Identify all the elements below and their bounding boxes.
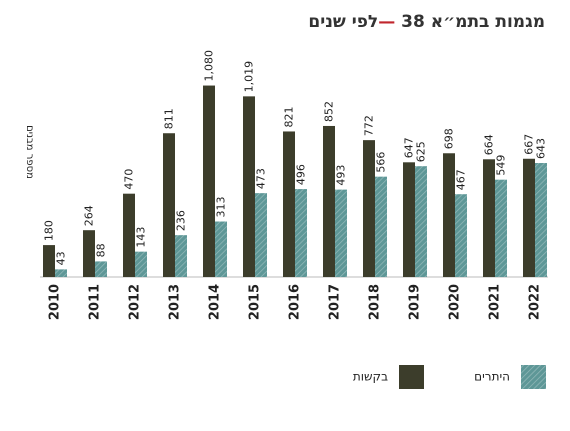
bar	[283, 131, 295, 277]
value-label: 43	[55, 251, 68, 265]
bar	[55, 269, 67, 277]
bar	[335, 189, 347, 277]
x-tick-label: 2015	[248, 284, 263, 320]
bar	[215, 221, 227, 277]
value-label: 467	[455, 169, 468, 190]
x-tick-label: 2022	[528, 284, 543, 320]
value-label: 88	[95, 243, 108, 257]
bar	[415, 166, 427, 277]
bar	[443, 153, 455, 277]
x-tick-label: 2019	[408, 284, 423, 320]
bar	[203, 85, 215, 277]
x-tick-label: 2014	[208, 284, 223, 320]
bar	[455, 194, 467, 277]
legend-label: היתרים	[474, 370, 510, 384]
x-tick-label: 2010	[48, 284, 63, 320]
x-tick-label: 2011	[88, 284, 103, 320]
x-tick-label: 2018	[368, 284, 383, 320]
value-label: 493	[335, 165, 348, 186]
bar	[123, 193, 135, 277]
value-label: 647	[403, 137, 416, 158]
bar	[535, 163, 547, 277]
title-dash: —	[378, 12, 396, 32]
value-label: 625	[415, 141, 428, 162]
legend-swatch	[521, 365, 546, 389]
value-label: 664	[483, 134, 496, 155]
title-part: מגמות בתמ״א 38	[395, 12, 545, 32]
value-label: 566	[375, 152, 388, 173]
value-label: 643	[535, 138, 548, 159]
bar	[295, 189, 307, 277]
bar	[495, 179, 507, 277]
value-label: 264	[83, 205, 96, 226]
legend-swatch	[399, 365, 424, 389]
value-label: 236	[175, 210, 188, 231]
bar	[135, 251, 147, 277]
value-label: 473	[255, 168, 268, 189]
value-label: 496	[295, 164, 308, 185]
x-tick-label: 2013	[168, 284, 183, 320]
bar	[323, 125, 335, 277]
bar	[83, 230, 95, 277]
value-label: 821	[283, 106, 296, 127]
value-label: 143	[135, 227, 148, 248]
value-label: 313	[215, 197, 228, 218]
x-tick-label: 2017	[328, 284, 343, 320]
title-part: לפי שנים	[308, 12, 379, 32]
x-tick-label: 2020	[448, 284, 463, 320]
bar	[375, 176, 387, 277]
value-label: 852	[323, 101, 336, 122]
value-label: 180	[43, 220, 56, 241]
bar	[163, 133, 175, 277]
x-tick-label: 2021	[488, 284, 503, 320]
value-label: 549	[495, 155, 508, 176]
bar	[523, 158, 535, 277]
x-tick-label: 2012	[128, 284, 143, 320]
bar	[363, 140, 375, 277]
bar	[95, 261, 107, 277]
bar	[175, 235, 187, 277]
chart-title: מגמות בתמ״א 38 —לפי שנים	[308, 12, 545, 32]
value-label: 772	[363, 115, 376, 136]
value-label: 470	[123, 169, 136, 190]
value-label: 811	[163, 108, 176, 129]
y-axis-label: מספר מבנים	[24, 125, 35, 179]
value-label: 698	[443, 128, 456, 149]
bar	[43, 245, 55, 277]
bar	[403, 162, 415, 277]
legend-label: בקשות	[353, 370, 388, 384]
value-label: 1,019	[243, 61, 256, 93]
bar	[243, 96, 255, 277]
x-tick-label: 2016	[288, 284, 303, 320]
value-label: 1,080	[203, 50, 216, 82]
bar	[255, 193, 267, 277]
bar	[483, 159, 495, 277]
value-label: 667	[523, 134, 536, 155]
